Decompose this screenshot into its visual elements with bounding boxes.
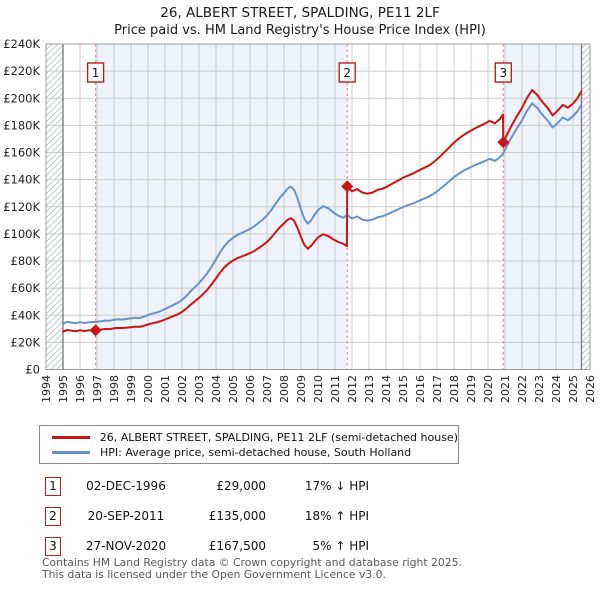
transaction-hpi-diff: 17% ↓ HPI xyxy=(304,479,369,493)
sale-point-diamond xyxy=(89,324,102,337)
transaction-number-badge: 2 xyxy=(45,506,61,526)
x-tick-label: 2004 xyxy=(210,375,223,403)
transaction-date: 02-DEC-1996 xyxy=(86,479,166,493)
legend-label: HPI: Average price, semi-detached house,… xyxy=(100,446,412,459)
license-line-1: Contains HM Land Registry data © Crown c… xyxy=(42,556,462,569)
transaction-number-badge: 3 xyxy=(45,536,61,556)
x-tick-label: 2006 xyxy=(244,375,257,403)
legend-label: 26, ALBERT STREET, SPALDING, PE11 2LF (s… xyxy=(99,431,458,444)
x-tick-label: 2007 xyxy=(261,375,274,403)
transactions-table: 1 02-DEC-1996 £29,000 17% ↓ HPI 2 20-SEP-2011… xyxy=(0,471,600,561)
transaction-price: £135,000 xyxy=(208,509,266,523)
legend-item-hpi: HPI: Average price, semi-detached house,… xyxy=(40,445,458,460)
y-tick-label: £120K xyxy=(3,200,40,214)
sale-number-label: 3 xyxy=(499,66,507,80)
x-tick-label: 2024 xyxy=(550,375,563,403)
x-tick-label: 2017 xyxy=(431,375,444,403)
y-tick-label: £200K xyxy=(3,91,40,105)
chart-legend: 26, ALBERT STREET, SPALDING, PE11 2LF (s… xyxy=(39,425,459,464)
license-footer: Contains HM Land Registry data © Crown c… xyxy=(42,557,462,580)
x-tick-label: 2009 xyxy=(295,375,308,403)
y-tick-label: £0 xyxy=(25,363,40,377)
x-tick-label: 1998 xyxy=(108,375,121,403)
x-tick-label: 2021 xyxy=(499,375,512,403)
y-tick-label: £220K xyxy=(3,64,40,78)
chart-title: 26, ALBERT STREET, SPALDING, PE11 2LF xyxy=(160,5,440,21)
x-tick-label: 1997 xyxy=(91,375,104,403)
transaction-row: 3 27-NOV-2020 £167,500 5% ↑ HPI xyxy=(0,531,600,561)
x-tick-label: 2020 xyxy=(482,375,495,403)
license-line-2: This data is licensed under the Open Gov… xyxy=(42,567,386,581)
y-tick-label: £160K xyxy=(3,146,40,160)
transaction-row: 1 02-DEC-1996 £29,000 17% ↓ HPI xyxy=(0,471,600,501)
x-tick-label: 2005 xyxy=(227,375,240,403)
sale-number-box xyxy=(86,62,105,83)
sale-number-label: 2 xyxy=(343,66,351,80)
y-tick-label: £140K xyxy=(3,173,40,187)
transaction-hpi-diff: 18% ↑ HPI xyxy=(304,509,369,523)
x-tick-label: 1999 xyxy=(125,375,138,403)
x-tick-label: 2019 xyxy=(465,375,478,403)
transaction-date: 20-SEP-2011 xyxy=(87,509,165,523)
transaction-date: 27-NOV-2020 xyxy=(85,539,167,553)
x-tick-label: 2011 xyxy=(329,375,342,403)
x-tick-label: 2008 xyxy=(278,375,291,403)
hpi-line xyxy=(62,102,583,325)
x-tick-label: 2026 xyxy=(584,375,597,403)
legend-line-swatch xyxy=(52,451,90,454)
x-tick-label: 2012 xyxy=(346,375,359,403)
y-tick-label: £240K xyxy=(3,37,40,51)
transaction-number-badge: 1 xyxy=(45,476,61,496)
y-tick-label: £100K xyxy=(3,227,40,241)
sale-number-box xyxy=(494,62,512,83)
y-tick-label: £180K xyxy=(3,118,40,132)
sale-number-label: 1 xyxy=(92,66,100,80)
legend-item-property: 26, ALBERT STREET, SPALDING, PE11 2LF (s… xyxy=(40,430,458,445)
x-tick-label: 2003 xyxy=(193,375,206,403)
x-tick-label: 2010 xyxy=(312,375,325,403)
x-tick-label: 2025 xyxy=(567,375,580,403)
x-tick-label: 2023 xyxy=(533,375,546,403)
transaction-hpi-diff: 5% ↑ HPI xyxy=(312,539,369,553)
y-tick-label: £60K xyxy=(11,281,41,295)
sale-point-diamond xyxy=(341,180,354,193)
chart-subtitle: Price paid vs. HM Land Registry's House … xyxy=(114,23,486,38)
transaction-price: £167,500 xyxy=(208,539,266,553)
x-tick-label: 1995 xyxy=(57,375,70,403)
x-tick-label: 2002 xyxy=(176,375,189,403)
sale-point-diamond xyxy=(497,136,510,149)
transaction-row: 2 20-SEP-2011 £135,000 18% ↑ HPI xyxy=(0,501,600,531)
x-tick-label: 2015 xyxy=(397,375,410,403)
property-price-line xyxy=(62,89,583,333)
y-tick-label: £20K xyxy=(11,335,41,349)
sale-number-box xyxy=(338,62,356,83)
price-history-chart: £0 £20K £40K £60K £80K £100K £120K £140K £160K £1… xyxy=(3,37,597,403)
x-tick-label: 1994 xyxy=(40,375,53,403)
x-tick-label: 2016 xyxy=(414,375,427,403)
x-tick-label: 2000 xyxy=(142,375,155,403)
x-tick-label: 1996 xyxy=(74,375,87,403)
x-tick-label: 2022 xyxy=(516,375,529,403)
x-tick-label: 2018 xyxy=(448,375,461,403)
legend-line-swatch xyxy=(52,436,90,439)
x-tick-label: 2013 xyxy=(363,375,376,403)
x-tick-label: 2001 xyxy=(159,375,172,403)
transaction-price: £29,000 xyxy=(216,479,266,493)
y-tick-label: £40K xyxy=(11,308,41,322)
y-tick-label: £80K xyxy=(11,254,41,268)
x-tick-label: 2014 xyxy=(380,375,393,403)
